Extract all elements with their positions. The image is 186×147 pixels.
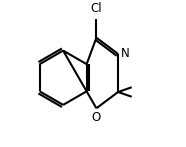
Text: Cl: Cl xyxy=(91,2,102,15)
Text: N: N xyxy=(121,47,130,60)
Text: O: O xyxy=(92,111,101,124)
